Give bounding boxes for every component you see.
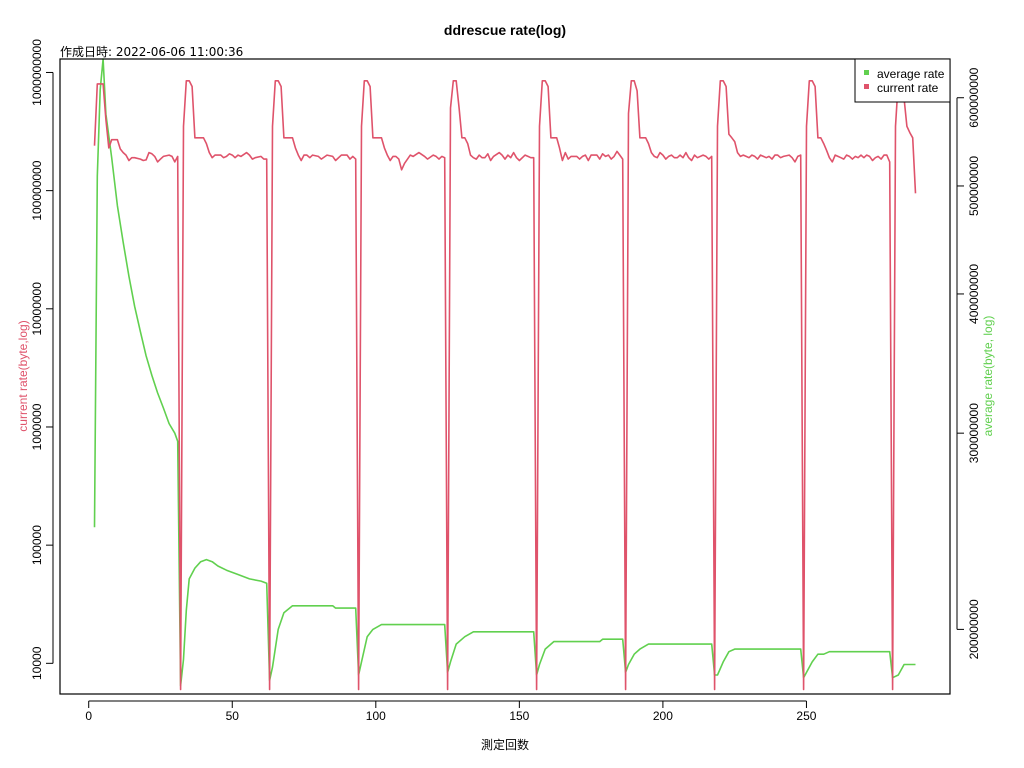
x-tick-label: 100 [366, 709, 386, 723]
series-line-current-rate [93, 80, 917, 691]
y-left-tick-label: 100000 [30, 525, 44, 565]
x-tick-label: 200 [653, 709, 673, 723]
y-left-tick-label: 10000 [30, 646, 44, 680]
y-left-tick-label: 1000000000 [30, 39, 44, 106]
y-axis-left: 10000 100000 1000000 10000000 100000000 10000… [30, 39, 54, 680]
series-layer [93, 58, 917, 691]
x-tick-label: 150 [509, 709, 529, 723]
y-right-tick-label: 400000000 [967, 264, 981, 324]
x-tick-label: 250 [796, 709, 816, 723]
legend-label: average rate [877, 67, 945, 81]
x-axis-title: 測定回数 [481, 737, 529, 752]
chart-title: ddrescue rate(log) [444, 22, 566, 38]
y-right-tick-label: 500000000 [967, 156, 981, 216]
plot-frame [59, 58, 951, 695]
legend-label: current rate [877, 81, 939, 95]
y-right-tick-label: 200000000 [967, 599, 981, 659]
legend-box [854, 58, 951, 103]
legend-swatch [864, 84, 869, 89]
y-left-tick-label: 100000000 [30, 160, 44, 220]
legend-swatch [864, 70, 869, 75]
y-right-tick-label: 600000000 [967, 67, 981, 127]
x-axis: 0 50 100 150 200 250 [85, 700, 817, 723]
y-axis-right: 200000000 300000000 400000000 500000000 6000… [956, 67, 981, 659]
series-line-average-rate [93, 58, 916, 687]
y-left-tick-label: 1000000 [30, 403, 44, 450]
y-axis-left-title: current rate(byte,log) [16, 320, 30, 431]
chart-subtitle: 作成日時: 2022-06-06 11:00:36 [60, 45, 243, 59]
y-axis-right-title: average rate(byte, log) [981, 316, 995, 437]
y-right-tick-label: 300000000 [967, 403, 981, 463]
y-left-tick-label: 10000000 [30, 282, 44, 336]
x-tick-label: 50 [226, 709, 240, 723]
x-tick-label: 0 [85, 709, 92, 723]
